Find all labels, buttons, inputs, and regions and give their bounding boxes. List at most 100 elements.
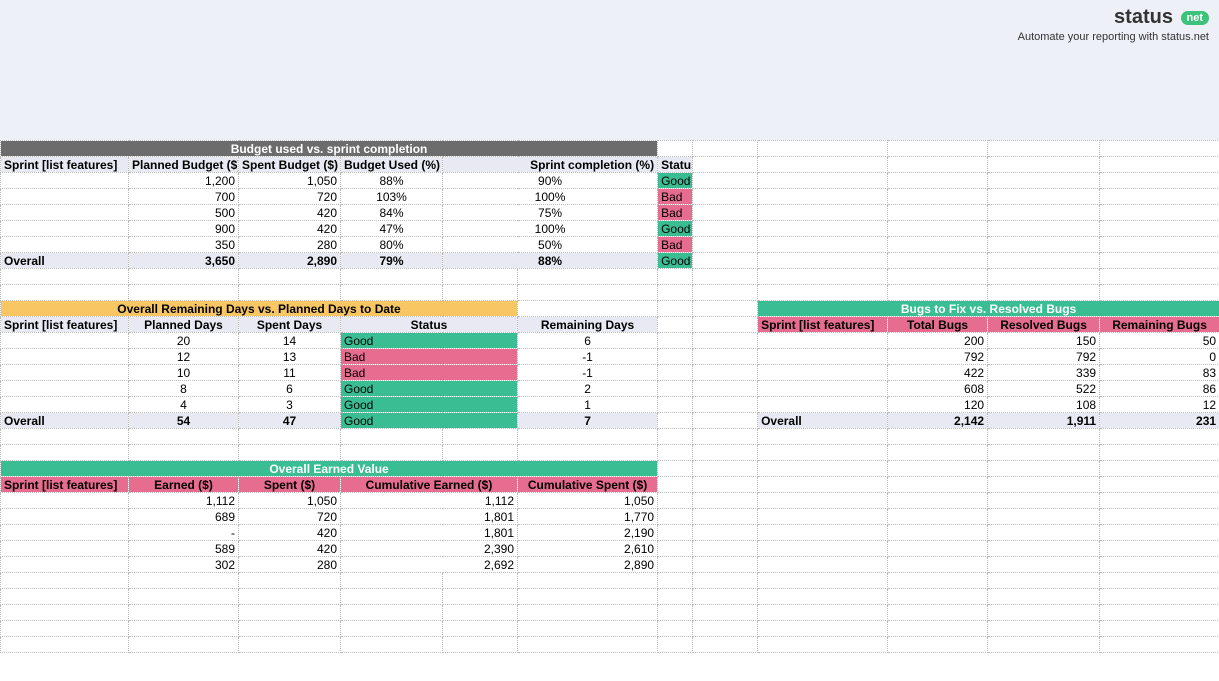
table-cell[interactable] — [1, 349, 129, 365]
table-cell[interactable]: 700 — [129, 189, 239, 205]
status-badge[interactable]: Good — [658, 173, 693, 189]
table-cell[interactable]: 339 — [988, 365, 1100, 381]
table-cell[interactable] — [758, 381, 888, 397]
table-cell[interactable] — [1, 221, 129, 237]
table-cell[interactable]: 422 — [888, 365, 988, 381]
table-cell[interactable] — [758, 365, 888, 381]
table-cell[interactable]: 88% — [443, 253, 658, 269]
earned-col-earned[interactable]: Earned ($) — [129, 477, 239, 493]
status-badge[interactable]: Bad — [658, 189, 693, 205]
table-cell[interactable]: 720 — [239, 509, 341, 525]
table-cell[interactable]: 3,650 — [129, 253, 239, 269]
table-cell[interactable]: 2,190 — [518, 525, 658, 541]
table-cell[interactable]: 1,050 — [239, 173, 341, 189]
table-cell[interactable] — [758, 333, 888, 349]
table-cell[interactable]: 589 — [129, 541, 239, 557]
table-cell[interactable]: 12 — [129, 349, 239, 365]
table-cell[interactable]: 12 — [1100, 397, 1219, 413]
table-cell[interactable]: 2,890 — [239, 253, 341, 269]
table-cell[interactable]: 1,200 — [129, 173, 239, 189]
table-cell[interactable]: 720 — [239, 189, 341, 205]
table-cell[interactable]: 2,692 — [341, 557, 518, 573]
table-cell[interactable] — [1, 173, 129, 189]
table-cell[interactable]: 500 — [129, 205, 239, 221]
table-cell[interactable]: 200 — [888, 333, 988, 349]
table-cell[interactable] — [1, 365, 129, 381]
table-cell[interactable]: 83 — [1100, 365, 1219, 381]
table-cell[interactable]: -1 — [518, 365, 658, 381]
earned-col-cumearned[interactable]: Cumulative Earned ($) — [341, 477, 518, 493]
status-badge[interactable]: Good — [658, 221, 693, 237]
table-cell[interactable]: 11 — [239, 365, 341, 381]
table-cell[interactable]: 47 — [239, 413, 341, 429]
table-cell[interactable]: 792 — [988, 349, 1100, 365]
table-cell[interactable]: 420 — [239, 221, 341, 237]
table-cell[interactable]: 14 — [239, 333, 341, 349]
bugs-col-resolved[interactable]: Resolved Bugs — [988, 317, 1100, 333]
table-cell[interactable]: 689 — [129, 509, 239, 525]
table-cell[interactable]: 420 — [239, 541, 341, 557]
table-cell[interactable] — [1, 541, 129, 557]
budget-col-completion[interactable]: Sprint completion (%) — [443, 157, 658, 173]
status-badge[interactable]: Bad — [341, 349, 518, 365]
bugs-col-total[interactable]: Total Bugs — [888, 317, 988, 333]
status-badge[interactable]: Good — [341, 381, 518, 397]
table-cell[interactable]: 150 — [988, 333, 1100, 349]
table-cell[interactable]: 47% — [341, 221, 443, 237]
status-badge[interactable]: Bad — [658, 237, 693, 253]
table-cell[interactable] — [1, 493, 129, 509]
table-cell[interactable]: 1 — [518, 397, 658, 413]
table-cell[interactable]: 108 — [988, 397, 1100, 413]
table-cell[interactable]: 80% — [341, 237, 443, 253]
table-cell[interactable]: 900 — [129, 221, 239, 237]
overall-label[interactable]: Overall — [1, 413, 129, 429]
table-cell[interactable] — [758, 397, 888, 413]
table-cell[interactable]: 79% — [341, 253, 443, 269]
table-cell[interactable]: 100% — [443, 221, 658, 237]
table-cell[interactable]: 792 — [888, 349, 988, 365]
table-cell[interactable] — [1, 397, 129, 413]
overall-label[interactable]: Overall — [1, 253, 129, 269]
table-cell[interactable]: 2,142 — [888, 413, 988, 429]
table-cell[interactable]: 1,112 — [129, 493, 239, 509]
table-cell[interactable]: 420 — [239, 525, 341, 541]
table-cell[interactable] — [758, 349, 888, 365]
table-cell[interactable]: 1,770 — [518, 509, 658, 525]
table-cell[interactable]: 2 — [518, 381, 658, 397]
table-cell[interactable]: 280 — [239, 557, 341, 573]
table-cell[interactable]: 1,801 — [341, 525, 518, 541]
table-cell[interactable]: 8 — [129, 381, 239, 397]
table-cell[interactable]: - — [129, 525, 239, 541]
table-cell[interactable]: 231 — [1100, 413, 1219, 429]
table-cell[interactable] — [1, 333, 129, 349]
budget-col-sprint[interactable]: Sprint [list features] — [1, 157, 129, 173]
table-cell[interactable]: 54 — [129, 413, 239, 429]
table-cell[interactable]: 522 — [988, 381, 1100, 397]
table-cell[interactable]: 10 — [129, 365, 239, 381]
budget-col-used[interactable]: Budget Used (%) — [341, 157, 443, 173]
table-cell[interactable]: 7 — [518, 413, 658, 429]
table-cell[interactable]: 1,911 — [988, 413, 1100, 429]
budget-col-status[interactable]: Status — [658, 157, 693, 173]
budget-col-spent[interactable]: Spent Budget ($) — [239, 157, 341, 173]
table-cell[interactable]: 6 — [239, 381, 341, 397]
table-cell[interactable]: 75% — [443, 205, 658, 221]
table-cell[interactable]: 4 — [129, 397, 239, 413]
table-cell[interactable]: 350 — [129, 237, 239, 253]
budget-col-planned[interactable]: Planned Budget ($) — [129, 157, 239, 173]
table-cell[interactable]: 2,390 — [341, 541, 518, 557]
table-cell[interactable]: 0 — [1100, 349, 1219, 365]
overall-label[interactable]: Overall — [758, 413, 888, 429]
table-cell[interactable]: 20 — [129, 333, 239, 349]
days-col-spent[interactable]: Spent Days — [239, 317, 341, 333]
table-cell[interactable] — [1, 557, 129, 573]
table-cell[interactable]: 3 — [239, 397, 341, 413]
spreadsheet-grid[interactable]: Budget used vs. sprint completion Sprint… — [0, 140, 1219, 653]
table-cell[interactable]: 84% — [341, 205, 443, 221]
status-badge[interactable]: Bad — [658, 205, 693, 221]
status-badge[interactable]: Good — [341, 413, 518, 429]
table-cell[interactable]: 302 — [129, 557, 239, 573]
status-badge[interactable]: Good — [341, 333, 518, 349]
table-cell[interactable] — [1, 237, 129, 253]
table-cell[interactable]: 50 — [1100, 333, 1219, 349]
